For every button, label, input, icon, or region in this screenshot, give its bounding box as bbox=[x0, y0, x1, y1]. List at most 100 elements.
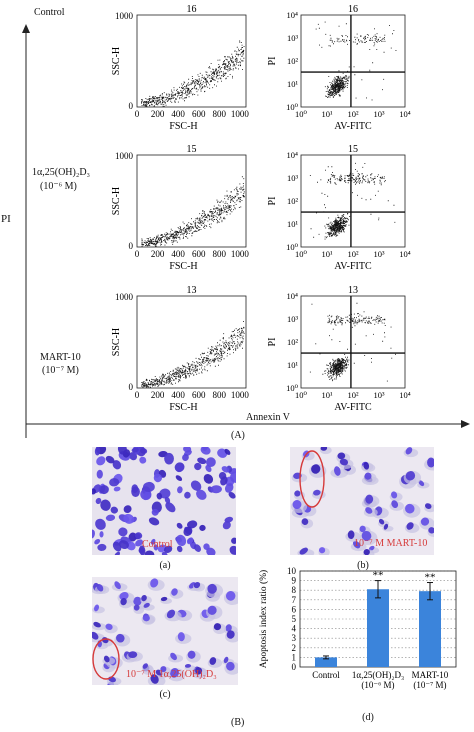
scatter-events bbox=[141, 40, 245, 107]
bar-y-tick: 10 bbox=[287, 566, 297, 576]
quadrant-y-tick: 10³ bbox=[287, 314, 299, 324]
micrograph-sublabel-b: (b) bbox=[357, 560, 369, 571]
scatter-panel-row-1: 15 0 200 400 600 800 1000 1000 0 FSC-H SSC-H bbox=[111, 144, 249, 272]
quadrant-y-tick: 10⁴ bbox=[287, 10, 299, 20]
scatter-x-tick: 1000 bbox=[231, 390, 250, 400]
row-label-calcitriol-conc: (10⁻⁶ M) bbox=[40, 181, 77, 192]
micrograph-mart10: 10⁻⁷ M MART-10 bbox=[290, 447, 434, 555]
bar-category-label: (10⁻⁷ M) bbox=[413, 680, 446, 690]
bar-y-tick: 2 bbox=[292, 643, 297, 653]
scatter-events bbox=[141, 321, 245, 388]
quadrant-x-tick: 10⁴ bbox=[399, 390, 411, 400]
quadrant-events bbox=[309, 302, 396, 382]
scatter-x-tick: 0 bbox=[135, 109, 140, 119]
quadrant-x-tick: 10⁰ bbox=[295, 109, 308, 119]
micrograph-overlay-label: 10⁻⁷ M MART-10 bbox=[354, 538, 428, 549]
quadrant-panel-row-2: 13 10⁰ 10¹ 10² 10³ 10⁴ 10⁰ 10¹ 10² 10³ 10⁴ AV-FITC P… bbox=[267, 285, 411, 413]
bar-y-tick: 3 bbox=[292, 633, 297, 643]
scatter-x-label: FSC-H bbox=[169, 402, 197, 413]
bar-y-tick: 8 bbox=[292, 585, 297, 595]
micrograph-overlay-label: 10⁻⁷ M 1α,25(OH)₂D₃ bbox=[126, 669, 217, 680]
bar-2 bbox=[419, 591, 441, 667]
row-label-mart10: MART-10 bbox=[40, 352, 81, 363]
quadrant-panel-row-1: 15 10⁰ 10¹ 10² 10³ 10⁴ 10⁰ 10¹ 10² 10³ 10⁴ AV-FITC P… bbox=[267, 144, 411, 272]
scatter-y-label: SSC-H bbox=[111, 47, 122, 75]
bar-category-label: MART-10 bbox=[412, 670, 449, 680]
quadrant-x-tick: 10² bbox=[347, 249, 359, 259]
panel-A-label: (A) bbox=[231, 430, 245, 441]
scatter-y-label: SSC-H bbox=[111, 187, 122, 215]
bar-y-tick: 7 bbox=[292, 595, 297, 605]
quadrant-y-tick: 10³ bbox=[287, 173, 299, 183]
significance-marker: ** bbox=[373, 570, 384, 582]
bar-0 bbox=[315, 657, 337, 667]
bar-chart-sublabel: (d) bbox=[362, 712, 374, 723]
bar-y-tick: 9 bbox=[292, 576, 297, 586]
scatter-x-tick: 200 bbox=[151, 249, 165, 259]
quadrant-y-tick: 10⁴ bbox=[287, 291, 299, 301]
bar-y-label: Apoptosis index ratio (%) bbox=[258, 570, 269, 668]
quadrant-events bbox=[315, 21, 397, 101]
quadrant-y-tick: 10² bbox=[287, 56, 299, 66]
quadrant-event-count: 16 bbox=[348, 4, 358, 15]
bar-y-tick: 1 bbox=[292, 652, 297, 662]
quadrant-events bbox=[309, 162, 396, 240]
scatter-y-tick: 1000 bbox=[115, 292, 134, 302]
panel-B-label: (B) bbox=[231, 717, 245, 728]
scatter-x-tick: 400 bbox=[171, 249, 185, 259]
scatter-x-tick: 800 bbox=[213, 390, 227, 400]
highlight-circle bbox=[92, 638, 120, 680]
row-label-calcitriol: 1α,25(OH)₂D₃ bbox=[32, 167, 91, 178]
scatter-x-tick: 0 bbox=[135, 390, 140, 400]
bar-y-tick: 5 bbox=[292, 614, 297, 624]
scatter-y-tick: 1000 bbox=[115, 151, 134, 161]
scatter-x-tick: 800 bbox=[213, 249, 227, 259]
quadrant-x-tick: 10¹ bbox=[321, 390, 333, 400]
significance-marker: ** bbox=[425, 572, 436, 584]
scatter-x-tick: 600 bbox=[192, 249, 206, 259]
scatter-x-tick: 1000 bbox=[231, 109, 250, 119]
micrograph-control: Control bbox=[92, 447, 236, 555]
scatter-x-tick: 200 bbox=[151, 109, 165, 119]
micrograph-sublabel-a: (a) bbox=[159, 560, 171, 571]
quadrant-y-tick: 10⁰ bbox=[286, 102, 299, 112]
quadrant-x-tick: 10¹ bbox=[321, 109, 333, 119]
y-axis-label: PI bbox=[1, 213, 11, 225]
quadrant-y-tick: 10⁴ bbox=[287, 150, 299, 160]
scatter-y-tick: 0 bbox=[129, 241, 134, 251]
quadrant-x-tick: 10² bbox=[347, 109, 359, 119]
quadrant-x-label: AV-FITC bbox=[334, 402, 372, 413]
quadrant-x-tick: 10³ bbox=[373, 249, 385, 259]
scatter-y-tick: 1000 bbox=[115, 11, 134, 21]
scatter-x-tick: 200 bbox=[151, 390, 165, 400]
scatter-x-label: FSC-H bbox=[169, 261, 197, 272]
bar-y-tick: 0 bbox=[292, 662, 297, 672]
quadrant-x-tick: 10³ bbox=[373, 109, 385, 119]
quadrant-x-tick: 10⁰ bbox=[295, 390, 308, 400]
quadrant-x-tick: 10³ bbox=[373, 390, 385, 400]
quadrant-panel-row-0: 16 10⁰ 10¹ 10² 10³ 10⁴ 10⁰ 10¹ 10² 10³ 10⁴ AV-FITC P… bbox=[267, 4, 411, 132]
quadrant-y-tick: 10³ bbox=[287, 33, 299, 43]
quadrant-y-tick: 10⁰ bbox=[286, 383, 299, 393]
scatter-event-count: 15 bbox=[187, 144, 197, 155]
quadrant-y-tick: 10¹ bbox=[287, 219, 299, 229]
bar-category-label: Control bbox=[312, 670, 340, 680]
scatter-panel-row-0: 16 0 200 400 600 800 1000 1000 0 FSC-H SSC-H bbox=[111, 4, 249, 132]
quadrant-x-label: AV-FITC bbox=[334, 261, 372, 272]
quadrant-y-label: PI bbox=[267, 197, 278, 206]
quadrant-event-count: 13 bbox=[348, 285, 358, 296]
micrograph-sublabel-c: (c) bbox=[159, 689, 171, 700]
bar-1 bbox=[367, 589, 389, 667]
quadrant-x-tick: 10¹ bbox=[321, 249, 333, 259]
quadrant-x-tick: 10² bbox=[347, 390, 359, 400]
quadrant-y-tick: 10¹ bbox=[287, 79, 299, 89]
scatter-events bbox=[141, 176, 245, 247]
scatter-y-tick: 0 bbox=[129, 101, 134, 111]
scatter-event-count: 16 bbox=[187, 4, 197, 15]
quadrant-y-tick: 10² bbox=[287, 337, 299, 347]
bar-category-label: 1α,25(OH)₂D₃ bbox=[352, 670, 404, 680]
bar-category-label: (10⁻⁶ M) bbox=[361, 680, 394, 690]
scatter-x-tick: 600 bbox=[192, 109, 206, 119]
